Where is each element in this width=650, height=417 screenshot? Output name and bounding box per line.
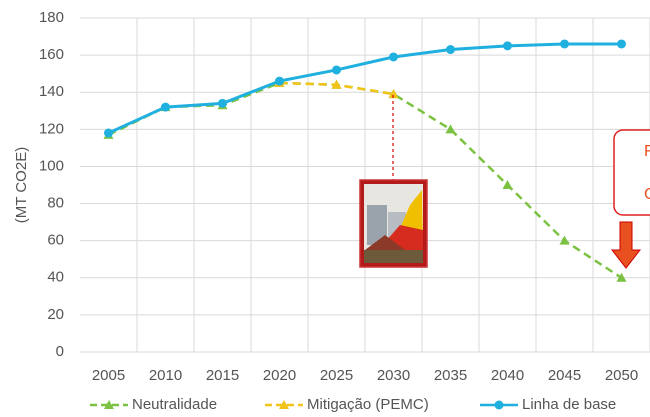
plot-area <box>80 17 650 353</box>
legend-marker <box>104 400 114 409</box>
marker <box>503 41 512 51</box>
marker <box>331 79 342 89</box>
marker <box>560 39 569 49</box>
y-tick-label: 40 <box>47 269 64 286</box>
legend: Neutralidade Mitigação (PEMC) Linha de bas… <box>90 396 616 413</box>
y-tick-label: 100 <box>39 157 64 174</box>
x-tick-label: 2030 <box>377 367 410 384</box>
x-tick-label: 2050 <box>605 367 638 384</box>
x-tick-label: 2015 <box>206 367 239 384</box>
annotation: C <box>644 186 650 203</box>
legend-label: Neutralidade <box>132 396 217 413</box>
legend-label: Mitigação (PEMC) <box>307 396 429 413</box>
legend-marker <box>279 400 289 409</box>
marker <box>446 45 455 55</box>
marker <box>616 272 627 282</box>
y-tick-label: 180 <box>39 9 64 26</box>
report-thumbnail <box>359 179 428 268</box>
y-axis-label: (MT CO2E) <box>13 147 30 223</box>
legend-label: Linha de base <box>522 396 616 413</box>
legend-marker <box>494 400 504 410</box>
x-tick-label: 2025 <box>320 367 353 384</box>
marker <box>559 235 570 245</box>
marker <box>502 180 513 189</box>
marker <box>275 76 284 86</box>
marker <box>617 39 626 49</box>
annotation: F <box>644 143 650 160</box>
x-tick-label: 2035 <box>434 367 467 384</box>
y-tick-label: 140 <box>39 83 64 100</box>
series-line <box>107 42 622 135</box>
y-tick-label: 60 <box>47 232 64 249</box>
y-tick-label: 160 <box>39 46 64 63</box>
y-tick-label: 0 <box>56 343 64 360</box>
y-tick-label: 20 <box>47 306 64 323</box>
x-tick-label: 2010 <box>149 367 182 384</box>
x-tick-label: 2045 <box>548 367 581 384</box>
marker <box>332 65 341 75</box>
callout <box>610 129 650 269</box>
marker <box>218 98 227 108</box>
marker <box>445 124 456 134</box>
x-tick-label: 2040 <box>491 367 524 384</box>
x-tick-label: 2020 <box>263 367 296 384</box>
y-tick-label: 80 <box>47 195 64 212</box>
marker <box>389 52 398 62</box>
y-tick-label: 120 <box>39 120 64 137</box>
marker <box>388 89 399 99</box>
marker <box>161 102 170 112</box>
x-tick-label: 2005 <box>92 367 125 384</box>
marker <box>104 128 113 138</box>
